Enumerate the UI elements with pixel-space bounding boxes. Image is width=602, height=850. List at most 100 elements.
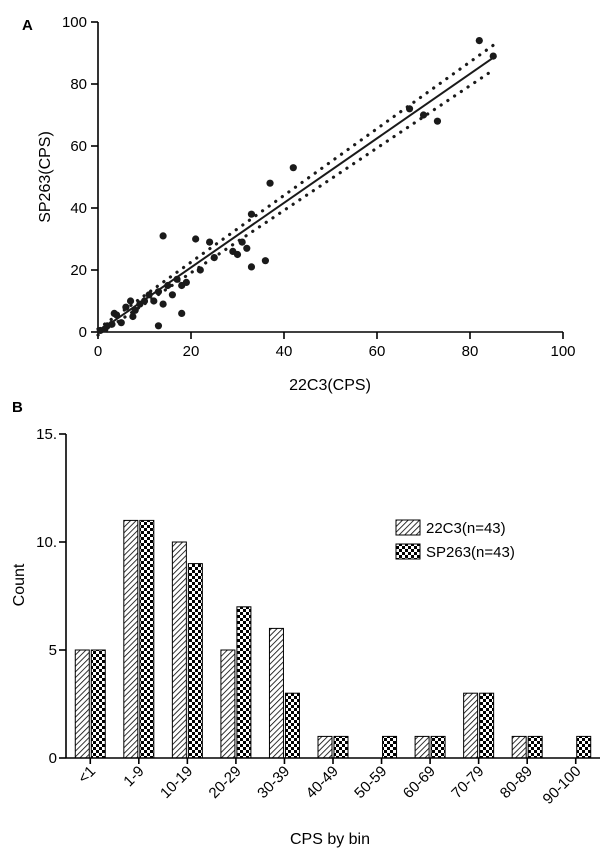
y-axis-title: SP263(CPS) bbox=[37, 131, 54, 223]
bar-sp263 bbox=[576, 735, 592, 759]
scatter-point bbox=[126, 297, 135, 305]
legend-swatch-sp263 bbox=[395, 543, 421, 560]
bar-22c3 bbox=[268, 627, 284, 759]
y-axis: 0 20 40 60 80 100 bbox=[62, 14, 99, 341]
bar-22c3 bbox=[511, 735, 527, 759]
x-tick-label: 10-19 bbox=[157, 763, 196, 802]
scatter-point bbox=[489, 52, 497, 60]
bar-sp263 bbox=[527, 735, 543, 759]
bar-sp263 bbox=[187, 563, 203, 759]
legend-swatch-22c3 bbox=[395, 519, 421, 536]
scatter-point bbox=[233, 250, 242, 259]
bar-sp263 bbox=[430, 735, 446, 759]
x-axis: <1 1-9 10-19 20-29 30-39 40-49 50-59 60-69 70-79… bbox=[66, 757, 600, 808]
x-tick-label: 20-29 bbox=[206, 763, 245, 802]
bar-sp263 bbox=[382, 735, 398, 759]
x-axis-title: CPS by bin bbox=[290, 831, 370, 848]
x-tick-label: 60 bbox=[369, 343, 386, 360]
y-tick-label: 80 bbox=[70, 76, 87, 93]
x-tick-label: 0 bbox=[94, 343, 102, 360]
scatter-point bbox=[178, 309, 186, 317]
panel-b-label: B bbox=[12, 399, 23, 416]
scatter-point bbox=[289, 164, 297, 172]
x-tick-label: 60-69 bbox=[400, 763, 439, 802]
scatter-point bbox=[405, 105, 414, 113]
y-axis-title: Count bbox=[11, 563, 28, 606]
legend-label-22c3: 22C3(n=43) bbox=[426, 520, 506, 537]
scatter-point bbox=[210, 254, 218, 262]
confidence-band-upper bbox=[96, 43, 495, 331]
y-tick-label: 10. bbox=[36, 534, 57, 551]
scatter-point bbox=[168, 291, 176, 299]
scatter-point bbox=[247, 210, 256, 218]
confidence-band bbox=[96, 43, 495, 337]
x-tick-label: 80 bbox=[462, 343, 479, 360]
y-tick-label: 5 bbox=[49, 642, 57, 659]
scatter-point bbox=[122, 303, 130, 311]
bar-sp263 bbox=[333, 735, 349, 759]
scatter-point bbox=[433, 117, 442, 125]
x-tick-label: 40 bbox=[276, 343, 293, 360]
legend-label-sp263: SP263(n=43) bbox=[426, 544, 515, 561]
y-tick-label: 20 bbox=[70, 262, 87, 279]
scatter-point bbox=[173, 275, 181, 283]
bar-panel: B <1 1-9 10-19 20-29 30-39 40-49 50-59 60-69 70-… bbox=[11, 399, 600, 848]
x-axis: 0 20 40 60 80 100 bbox=[94, 331, 576, 360]
y-tick-label: 0 bbox=[79, 324, 87, 341]
scatter-point bbox=[475, 37, 483, 45]
bar-sp263 bbox=[236, 606, 252, 759]
scatter-point bbox=[140, 297, 149, 305]
x-tick-label: 30-39 bbox=[254, 763, 293, 802]
scatter-point bbox=[261, 257, 269, 265]
x-tick-label: <1 bbox=[75, 763, 99, 787]
bar-22c3 bbox=[220, 649, 236, 759]
scatter-point bbox=[419, 111, 428, 119]
y-tick-label: 40 bbox=[70, 200, 87, 217]
scatter-point bbox=[113, 311, 121, 319]
bar-22c3 bbox=[317, 735, 333, 759]
scatter-point bbox=[131, 306, 139, 314]
panel-a-label: A bbox=[22, 17, 33, 34]
confidence-band-lower bbox=[96, 68, 495, 337]
bar-sp263 bbox=[479, 692, 495, 759]
scatter-point bbox=[159, 232, 167, 240]
scatter-point bbox=[247, 263, 256, 271]
y-tick-label: 100 bbox=[62, 14, 87, 31]
fit-line bbox=[97, 56, 494, 333]
x-tick-label: 40-49 bbox=[303, 763, 342, 802]
regression-line bbox=[97, 56, 494, 333]
bar-22c3 bbox=[463, 692, 479, 759]
bar-sp263 bbox=[139, 519, 155, 759]
y-tick-label: 60 bbox=[70, 138, 87, 155]
scatter-point bbox=[266, 179, 274, 187]
bar-22c3 bbox=[74, 649, 90, 759]
y-tick-label: 15. bbox=[36, 426, 57, 443]
bar-sp263 bbox=[284, 692, 300, 759]
bar-22c3 bbox=[123, 519, 139, 759]
scatter-point bbox=[182, 278, 190, 286]
scatter-point bbox=[154, 288, 163, 296]
scatter-point bbox=[108, 320, 116, 328]
scatter-point bbox=[145, 291, 153, 299]
legend: 22C3(n=43) SP263(n=43) bbox=[395, 519, 515, 561]
scatter-point bbox=[117, 319, 125, 327]
bar-sp263 bbox=[90, 649, 106, 759]
scatter-point bbox=[154, 322, 163, 330]
bar-22c3 bbox=[414, 735, 430, 759]
bars bbox=[74, 519, 592, 759]
scatter-points bbox=[96, 37, 497, 335]
x-tick-label: 50-59 bbox=[351, 763, 390, 802]
scatter-point bbox=[164, 281, 172, 290]
scatter-point bbox=[159, 300, 167, 308]
x-tick-label: 20 bbox=[183, 343, 200, 360]
x-tick-label: 80-89 bbox=[497, 763, 536, 802]
x-tick-label: 1-9 bbox=[120, 763, 147, 790]
bar-22c3 bbox=[171, 541, 187, 759]
x-axis-title: 22C3(CPS) bbox=[289, 377, 371, 394]
scatter-point bbox=[206, 238, 214, 246]
scatter-point bbox=[196, 266, 204, 274]
x-tick-label: 90-100 bbox=[539, 763, 584, 808]
scatter-point bbox=[129, 312, 137, 321]
scatter-point bbox=[243, 244, 251, 252]
